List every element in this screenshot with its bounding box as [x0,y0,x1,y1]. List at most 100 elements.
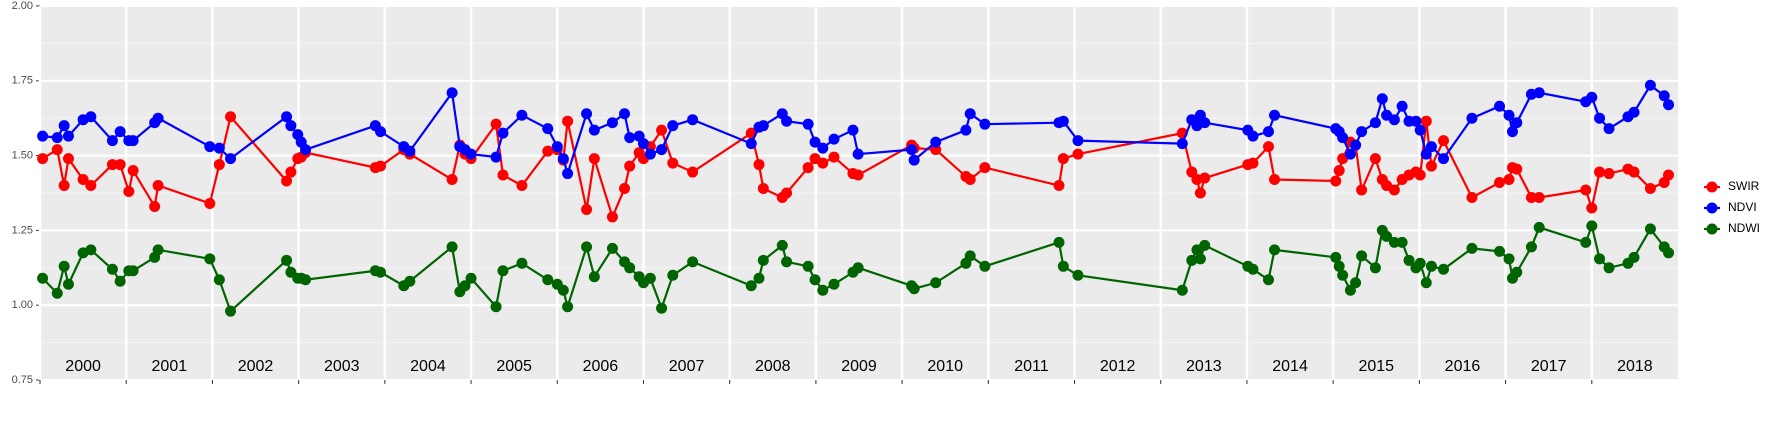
point [225,305,237,317]
point [606,242,618,254]
point [1269,244,1281,256]
point [776,239,788,251]
legend-marker [1706,202,1718,214]
point [1194,187,1206,199]
point [127,135,139,147]
point [114,159,126,171]
point [37,272,49,284]
y-tick-label: 1.50 [12,150,33,162]
point [809,136,821,148]
point [1072,148,1084,160]
point [446,87,458,99]
point [204,253,216,265]
point [300,144,312,156]
point [828,151,840,163]
point [757,183,769,195]
point [1396,236,1408,248]
y-tick-label: 2.00 [12,0,33,12]
point [1269,109,1281,121]
point [852,148,864,160]
point [562,168,574,180]
point [745,138,757,150]
point [1330,175,1342,187]
point [1263,126,1274,138]
point [656,144,668,156]
point [497,127,509,139]
point [1369,153,1381,165]
point [637,138,649,150]
point [809,274,821,286]
point [85,111,97,123]
point [114,275,126,287]
point [1369,262,1381,274]
point [1628,166,1640,178]
point [106,159,118,171]
point [127,165,139,177]
point [1594,112,1606,124]
point [1586,91,1598,103]
point [152,112,164,124]
point [152,180,164,192]
year-label: 2001 [152,358,188,375]
point [1369,117,1381,129]
point [213,159,225,171]
point [588,153,600,165]
point [106,263,118,275]
point [1603,123,1615,135]
point [1525,241,1537,253]
point [667,269,679,281]
point [1263,274,1274,286]
point [1337,269,1349,281]
point [281,254,293,266]
point [1381,230,1393,242]
legend-label: SWIR [1728,179,1760,193]
point [1511,163,1523,175]
point [908,154,920,166]
point [1438,263,1450,275]
point [1414,169,1426,181]
point [1494,177,1506,189]
point [624,132,636,144]
point [964,174,976,186]
point [1511,266,1523,278]
point [1533,191,1545,203]
point [542,274,554,286]
point [490,301,502,313]
point [1072,269,1084,281]
point [1053,180,1065,192]
point [490,118,502,130]
y-tick-label: 0.75 [12,374,33,386]
point [581,203,593,215]
point [1425,260,1437,272]
point [1194,253,1206,265]
point [1333,260,1345,272]
point [58,260,70,272]
legend-label: NDWI [1728,221,1760,235]
point [1586,220,1598,232]
point [1356,250,1368,262]
point [656,124,668,136]
y-tick-label: 1.75 [12,75,33,87]
point [1053,236,1065,248]
point [1176,138,1188,150]
year-label: 2007 [669,358,705,375]
point [606,117,618,129]
point [667,120,679,132]
point [1663,169,1675,181]
point [404,275,416,287]
point [1644,223,1656,235]
point [1494,245,1506,257]
point [1057,260,1069,272]
point [62,153,74,165]
point [588,271,600,283]
point [802,260,814,272]
point [285,120,297,132]
point [516,180,528,192]
point [225,153,237,165]
year-label: 2010 [927,358,963,375]
point [1247,263,1259,275]
point [152,244,164,256]
point [1199,172,1211,184]
point [1199,239,1211,251]
